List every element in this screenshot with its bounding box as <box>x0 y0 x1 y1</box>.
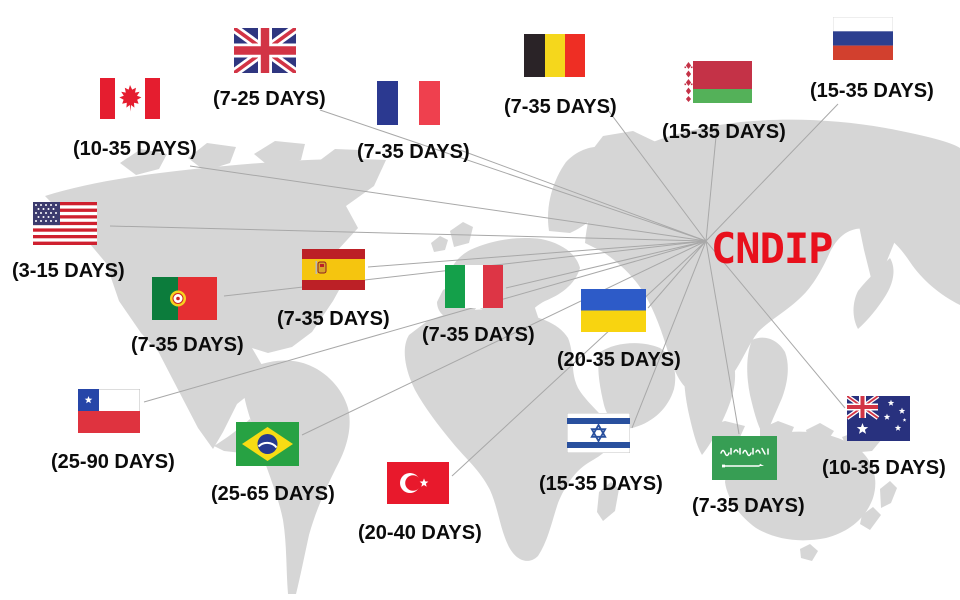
australia-flag-icon <box>847 396 910 441</box>
ukraine-flag-icon <box>581 289 646 332</box>
spain-days-label: (7-35 DAYS) <box>277 308 390 330</box>
continents <box>45 119 960 594</box>
france-days-label: (7-35 DAYS) <box>357 141 470 163</box>
belarus-days-label: (15-35 DAYS) <box>662 121 786 143</box>
canada-flag-icon <box>100 78 160 119</box>
belarus-flag-icon <box>684 61 752 103</box>
portugal-days-label: (7-35 DAYS) <box>131 334 244 356</box>
italy-days-label: (7-35 DAYS) <box>422 324 535 346</box>
usa-days-label: (3-15 DAYS) <box>12 260 125 282</box>
saudi-arabia-flag-icon <box>712 436 777 480</box>
australia-days-label: (10-35 DAYS) <box>822 457 946 479</box>
israel-flag-icon <box>567 413 630 453</box>
canada-days-label: (10-35 DAYS) <box>73 138 197 160</box>
turkey-flag-icon <box>387 462 449 504</box>
turkey-days-label: (20-40 DAYS) <box>358 522 482 544</box>
uk-days-label: (7-25 DAYS) <box>213 88 326 110</box>
ukraine-days-label: (20-35 DAYS) <box>557 349 681 371</box>
brazil-days-label: (25-65 DAYS) <box>211 483 335 505</box>
belgium-days-label: (7-35 DAYS) <box>504 96 617 118</box>
chile-days-label: (25-90 DAYS) <box>51 451 175 473</box>
israel-days-label: (15-35 DAYS) <box>539 473 663 495</box>
france-flag-icon <box>377 81 440 125</box>
russia-flag-icon <box>833 17 893 60</box>
spain-flag-icon <box>302 249 365 290</box>
saudi-days-label: (7-35 DAYS) <box>692 495 805 517</box>
russia-days-label: (15-35 DAYS) <box>810 80 934 102</box>
chile-flag-icon <box>78 389 140 433</box>
belgium-flag-icon <box>524 34 585 77</box>
italy-flag-icon <box>445 265 503 308</box>
usa-flag-icon <box>33 202 97 245</box>
brazil-flag-icon <box>236 422 299 466</box>
portugal-flag-icon <box>152 277 217 320</box>
uk-flag-icon <box>234 28 296 73</box>
brand-label: CNDIP <box>711 224 833 273</box>
